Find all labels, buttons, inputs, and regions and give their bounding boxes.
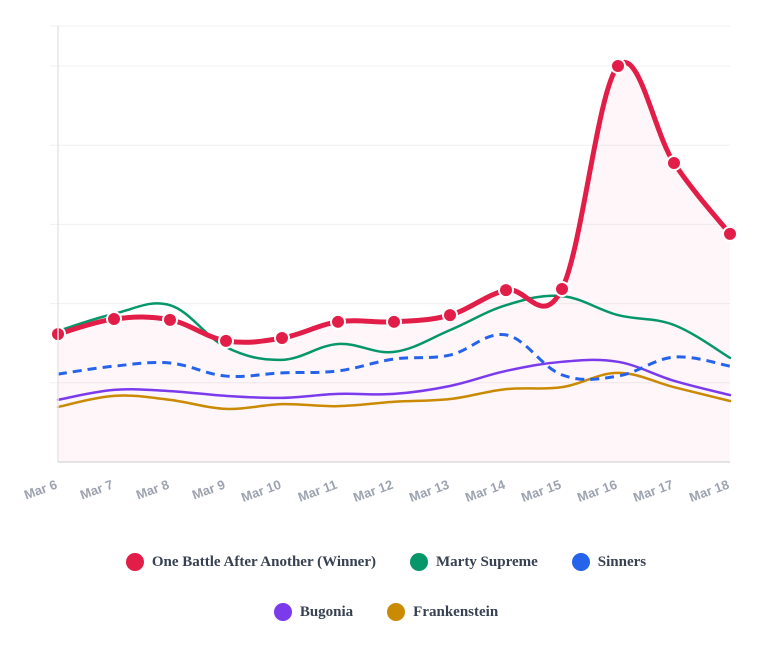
line-marty-supreme (56, 294, 732, 362)
line-frankenstein (56, 371, 732, 411)
x-tick-label: Mar 10 (239, 477, 283, 505)
axes (57, 26, 730, 463)
x-tick-label: Mar 18 (687, 477, 731, 505)
marker-one-battle-after-another-winner-8 (442, 307, 458, 324)
marker-one-battle-after-another-winner-10 (554, 280, 570, 297)
marker-one-battle-after-another-winner-6 (330, 313, 346, 330)
marker-one-battle-after-another-winner-13 (722, 225, 738, 242)
legend-label: Marty Supreme (436, 553, 538, 570)
marker-one-battle-after-another-winner-5 (274, 330, 290, 347)
legend-swatch-sinners (571, 553, 590, 571)
legend-label: Frankenstein (413, 603, 499, 620)
legend-item-marty-supreme[interactable]: Marty Supreme (410, 553, 538, 571)
x-tick-label: Mar 9 (190, 477, 227, 503)
legend-swatch-bugonia (273, 603, 292, 621)
marker-one-battle-after-another-winner-12 (666, 155, 682, 172)
line-bugonia (56, 358, 732, 402)
marker-one-battle-after-another-winner-7 (386, 313, 402, 330)
legend-label: Sinners (597, 553, 647, 570)
x-tick-label: Mar 6 (22, 477, 59, 503)
marker-one-battle-after-another-winner-3 (162, 311, 178, 328)
x-tick-label: Mar 8 (134, 477, 171, 503)
x-tick-label: Mar 12 (351, 477, 395, 505)
legend-swatch-marty-supreme (410, 553, 428, 571)
legend-row-1: One Battle After Another (Winner) Marty … (0, 553, 772, 571)
legend-item-one-battle-after-another[interactable]: One Battle After Another (Winner) (125, 553, 376, 571)
legend-item-bugonia[interactable]: Bugonia (273, 603, 354, 621)
x-tick-label: Mar 17 (631, 477, 675, 505)
marker-one-battle-after-another-winner-9 (498, 282, 514, 299)
x-tick-label: Mar 11 (296, 477, 339, 505)
legend-item-frankenstein[interactable]: Frankenstein (387, 603, 498, 621)
x-tick-label: Mar 14 (463, 476, 508, 504)
marker-one-battle-after-another-winner-11 (610, 58, 626, 74)
legend-label: One Battle After Another (Winner) (151, 553, 376, 570)
x-tick-label: Mar 13 (407, 477, 451, 505)
legend-row-2: Bugonia Frankenstein (0, 603, 772, 621)
legend-label: Bugonia (299, 603, 354, 620)
x-tick-labels: Mar 6 Mar 7 Mar 8 Mar 9 Mar 10 Mar 11 Mar 12 Ma… (22, 476, 731, 504)
marker-one-battle-after-another-winner-4 (218, 332, 234, 349)
legend-swatch-one-battle-after-another (125, 553, 144, 571)
line-sinners (57, 332, 731, 381)
legend-item-sinners[interactable]: Sinners (571, 553, 647, 571)
x-tick-label: Mar 7 (78, 477, 115, 503)
marker-one-battle-after-another-winner-2 (106, 311, 122, 328)
legend-swatch-frankenstein (387, 603, 406, 621)
x-tick-label: Mar 15 (519, 477, 563, 505)
line-chart: Mar 6 Mar 7 Mar 8 Mar 9 Mar 10 Mar 11 Mar 12 Ma… (22, 25, 738, 505)
x-tick-label: Mar 16 (575, 477, 619, 505)
